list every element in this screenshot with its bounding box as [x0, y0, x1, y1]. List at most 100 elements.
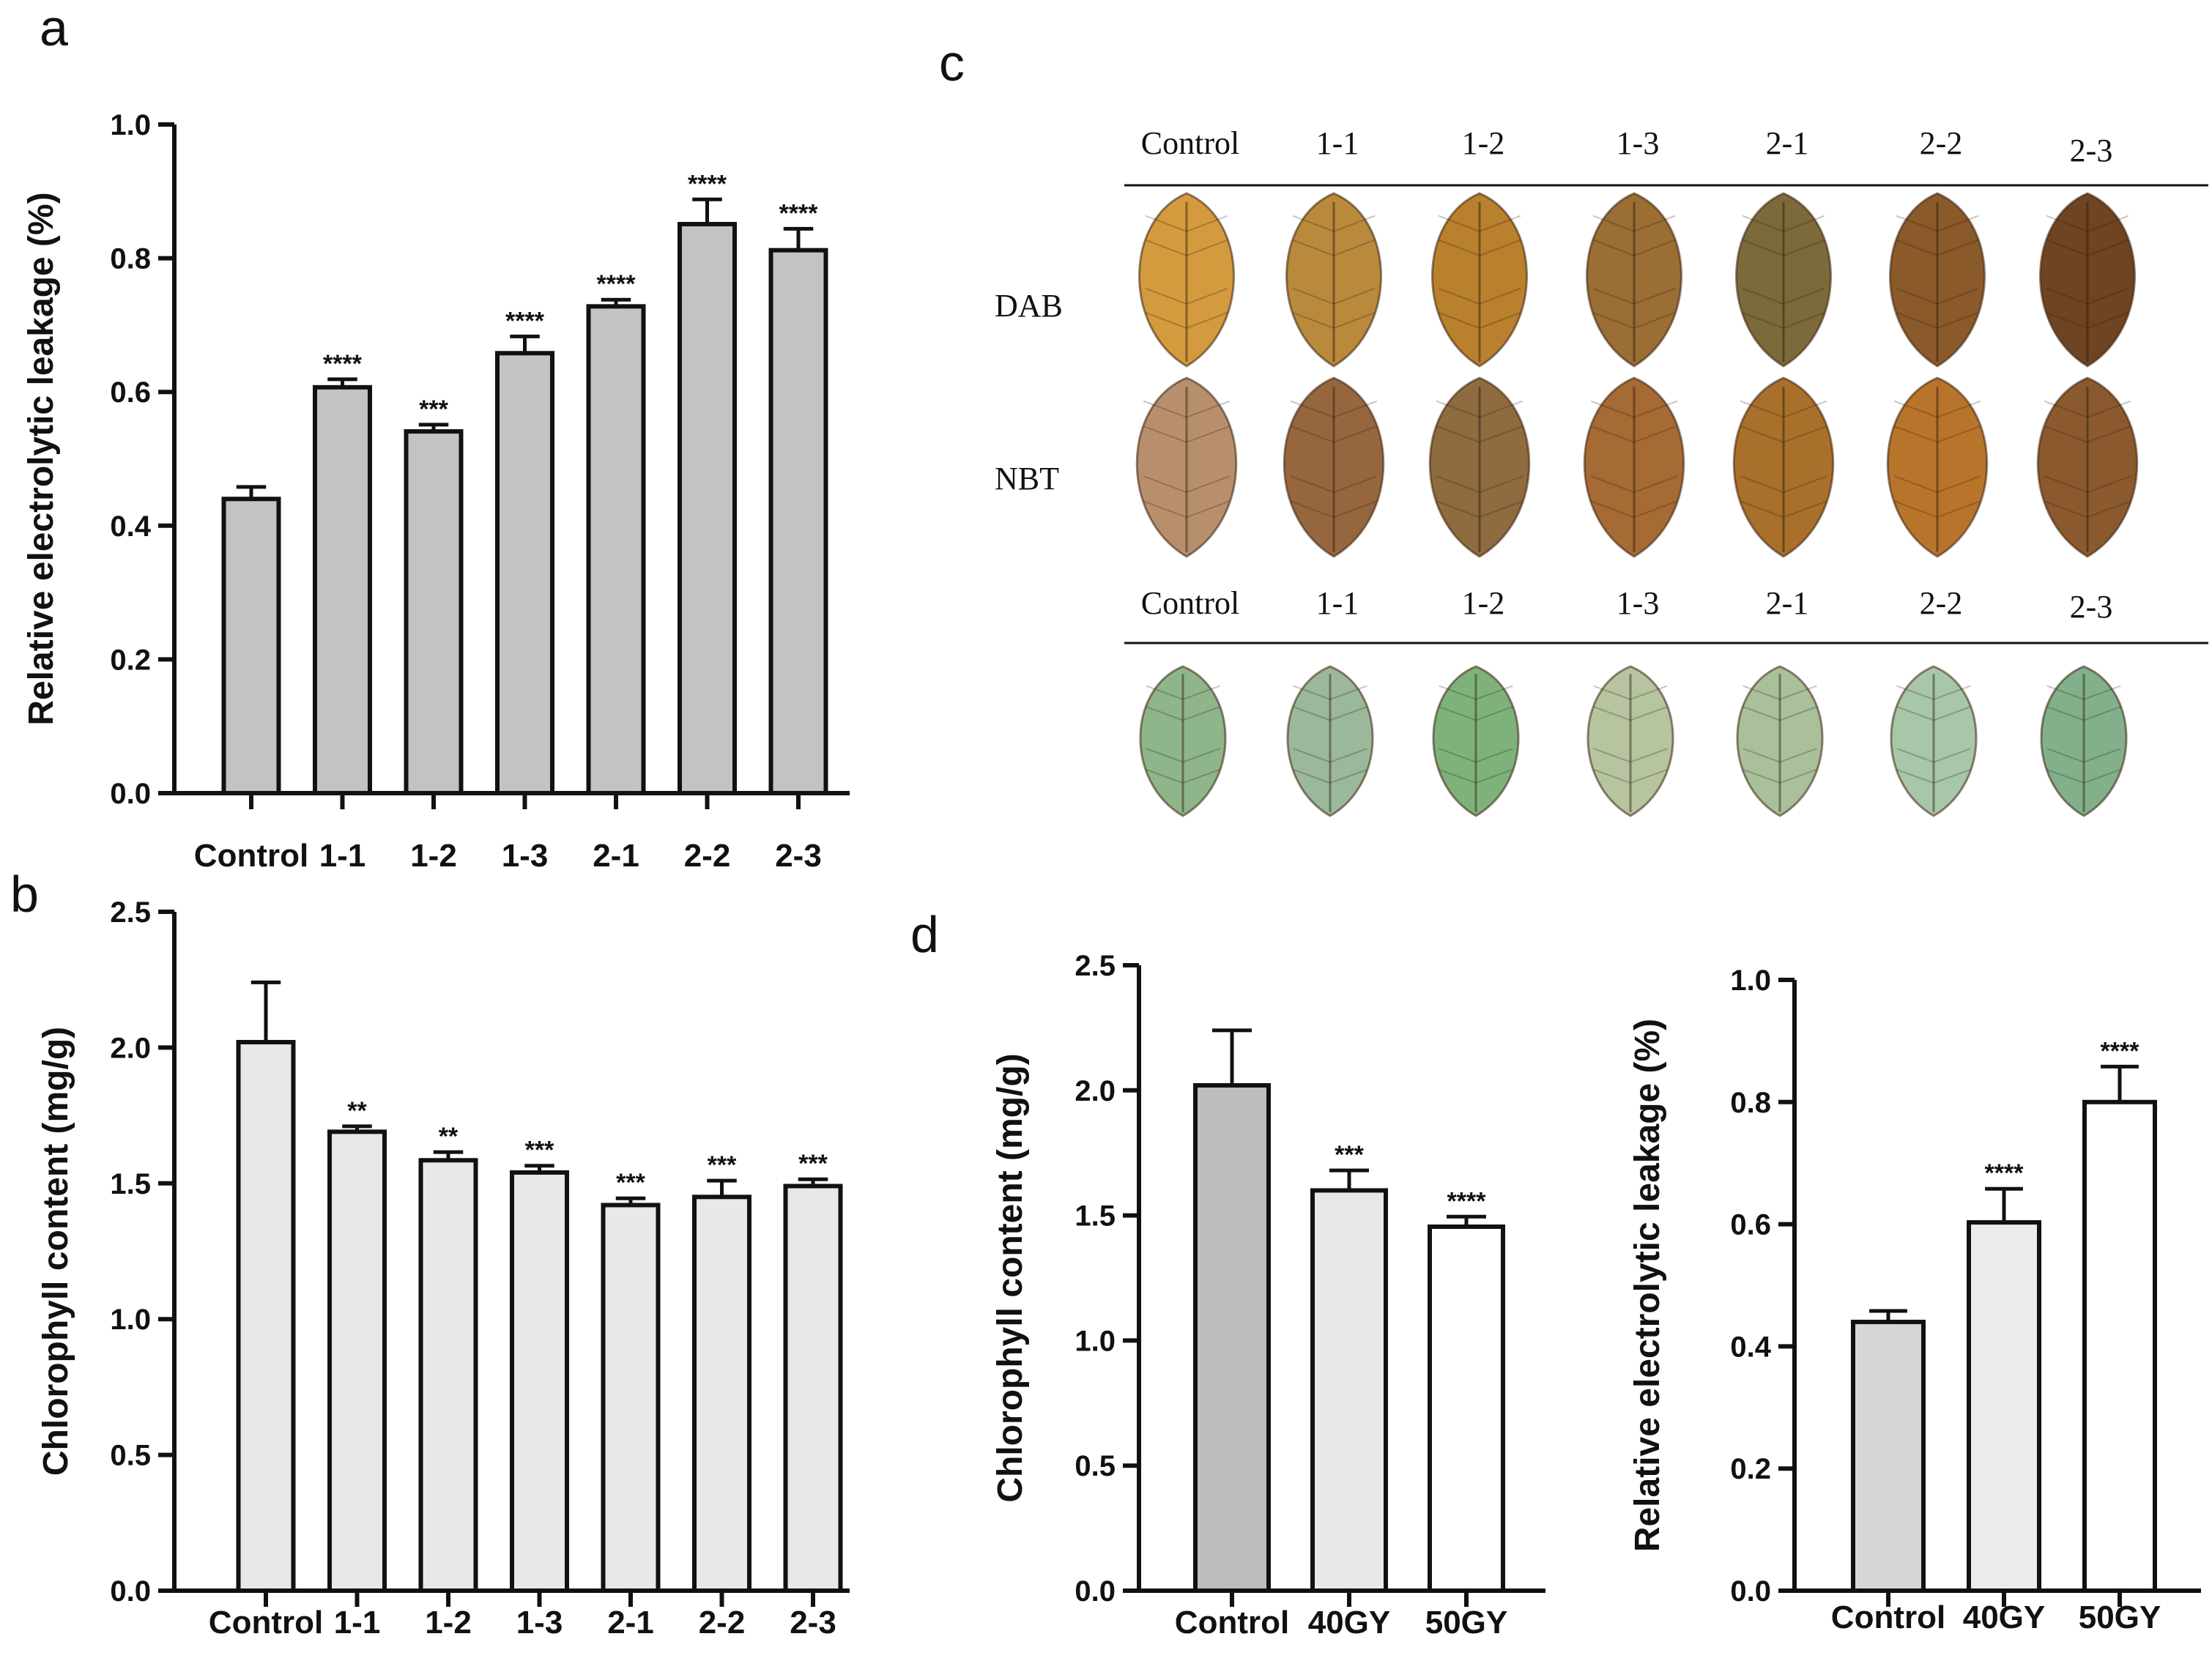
- y-tick-label: 1.0: [110, 1304, 151, 1336]
- leaf-vein: [1186, 239, 1228, 256]
- category-label: Control: [209, 1605, 323, 1640]
- leaf-vein: [1292, 311, 1335, 330]
- leaf-blade: [1586, 665, 1674, 817]
- leaf-vein: [1333, 215, 1376, 232]
- leaf-vein: [1293, 706, 1331, 721]
- leaf-vein: [1475, 768, 1513, 784]
- leaf-vein: [1740, 400, 1784, 418]
- leaf-blade: [1735, 192, 1832, 368]
- leaf-vein: [1896, 311, 1938, 330]
- photo-header-bottom: 1-1: [1316, 585, 1359, 621]
- leaf-vein: [1783, 500, 1827, 519]
- leaf-vein: [1436, 425, 1480, 443]
- leaf-vein: [1590, 475, 1635, 494]
- leaf-blade: [1886, 376, 1989, 558]
- leaf-vein: [1290, 475, 1335, 494]
- photo-header-bottom: 2-3: [2070, 589, 2113, 625]
- leaf-vein: [1633, 475, 1678, 494]
- leaf-vein: [1186, 475, 1231, 494]
- leaf-vein: [1893, 400, 1938, 418]
- significance-label: **: [347, 1097, 367, 1125]
- leaf-vein: [2083, 748, 2121, 763]
- leaf-blade: [2040, 665, 2128, 817]
- leaf-vein: [1186, 500, 1231, 519]
- leaf-vein: [1479, 215, 1521, 232]
- leaf-vein: [1292, 215, 1335, 232]
- leaf-vein: [1593, 768, 1631, 784]
- panel-label-d: d: [910, 906, 939, 963]
- leaf-vein: [1182, 768, 1220, 784]
- dab-stained-leaf: [1889, 192, 1986, 368]
- bar-50GY: [2082, 1099, 2157, 1594]
- leaf-vein: [1937, 215, 1979, 232]
- leaf-vein: [1896, 768, 1934, 784]
- leaf-vein: [1145, 287, 1187, 305]
- leaf-vein: [1436, 400, 1480, 418]
- category-label: 1-1: [334, 1605, 381, 1640]
- leaf-vein: [2087, 425, 2131, 443]
- leaf-vein: [1479, 287, 1521, 305]
- leaf-vein: [1479, 239, 1521, 256]
- leaf-vein: [1779, 685, 1817, 700]
- leaf-vein: [1742, 748, 1781, 763]
- y-tick-label: 0.4: [110, 510, 151, 543]
- leaf-vein: [1783, 425, 1827, 443]
- category-label: Control: [194, 838, 308, 874]
- y-tick-label: 1.0: [1075, 1325, 1116, 1357]
- y-axis-label: Relative electrolytic leakage (%): [22, 192, 61, 725]
- leaf-blade: [1285, 192, 1382, 368]
- leaf-vein: [1630, 748, 1668, 763]
- leaf-vein: [2046, 706, 2085, 721]
- leaf-vein: [1143, 500, 1187, 519]
- leaf-vein: [1933, 748, 1971, 763]
- leaf-vein: [1593, 706, 1631, 721]
- leaf-vein: [1146, 748, 1184, 763]
- leaf-vein: [1630, 685, 1668, 700]
- category-label: 1-2: [410, 838, 457, 874]
- leaf-vein: [1783, 239, 1825, 256]
- bar-Control: [1193, 1082, 1271, 1593]
- leaf-blade: [2039, 192, 2136, 368]
- nbt-stained-leaf: [1135, 376, 1238, 558]
- leaf-vein: [1293, 748, 1331, 763]
- leaf-vein: [1937, 311, 1979, 330]
- leaf-vein: [2083, 685, 2121, 700]
- leaf-vein: [1633, 311, 1676, 330]
- leaf-vein: [1145, 239, 1187, 256]
- leaf-vein: [1333, 500, 1378, 519]
- bar-2-3: [783, 1183, 843, 1594]
- leaf-vein: [1439, 706, 1477, 721]
- leaf-vein: [1146, 768, 1184, 784]
- significance-label: ***: [798, 1150, 828, 1178]
- leaf-vein: [2083, 768, 2121, 784]
- leaf-vein: [1333, 475, 1378, 494]
- leaf-vein: [1590, 400, 1635, 418]
- leaf-vein: [1896, 748, 1934, 763]
- significance-label: ***: [1335, 1141, 1364, 1169]
- photo-header-top: 1-3: [1617, 125, 1660, 161]
- leaf-blade: [1889, 192, 1986, 368]
- photo-header-top: 2-2: [1920, 125, 1963, 161]
- y-tick-label: 0.5: [110, 1440, 151, 1472]
- leaf-vein: [1893, 425, 1938, 443]
- leaf-vein: [1479, 500, 1523, 519]
- untreated-leaf: [1286, 665, 1374, 817]
- leaf-vein: [1592, 287, 1635, 305]
- leaf-vein: [1292, 239, 1335, 256]
- leaf-vein: [1182, 706, 1220, 721]
- category-label: 40GY: [1963, 1599, 2046, 1635]
- y-tick-label: 1.0: [110, 109, 151, 141]
- untreated-leaf: [1586, 665, 1674, 817]
- photo-header-bottom: 1-3: [1617, 585, 1660, 621]
- leaf-vein: [1633, 400, 1678, 418]
- y-axis-label: Chlorophyll content (mg/g): [991, 1053, 1030, 1502]
- leaf-vein: [1896, 685, 1934, 700]
- leaf-vein: [2046, 768, 2085, 784]
- dab-stained-leaf: [1285, 192, 1382, 368]
- significance-label: ****: [1447, 1187, 1487, 1215]
- bar-2-1: [601, 1203, 661, 1593]
- leaf-vein: [1143, 475, 1187, 494]
- leaf-vein: [1937, 400, 1981, 418]
- leaf-vein: [2046, 287, 2088, 305]
- leaf-blade: [1890, 665, 1978, 817]
